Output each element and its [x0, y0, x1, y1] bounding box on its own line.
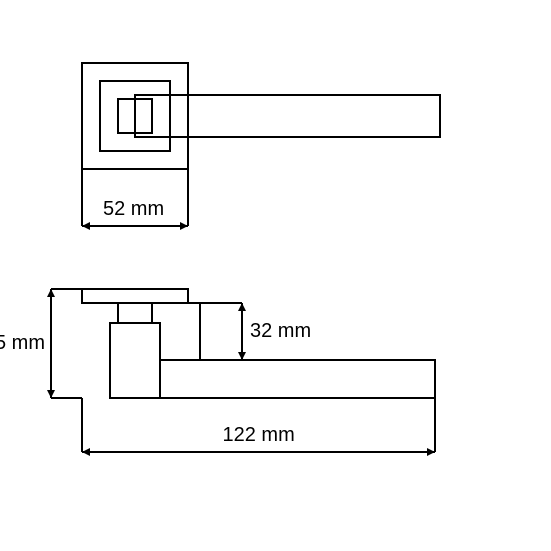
dim-label-total-length: 122 mm — [223, 424, 295, 447]
technical-drawing-svg — [0, 0, 551, 551]
dim-label-total-height: 55 mm — [0, 332, 45, 355]
dim-label-lever-drop: 32 mm — [250, 320, 311, 343]
dim-label-rose-width: 52 mm — [103, 198, 164, 221]
drawing-canvas: 52 mm 55 mm 32 mm 122 mm — [0, 0, 551, 551]
